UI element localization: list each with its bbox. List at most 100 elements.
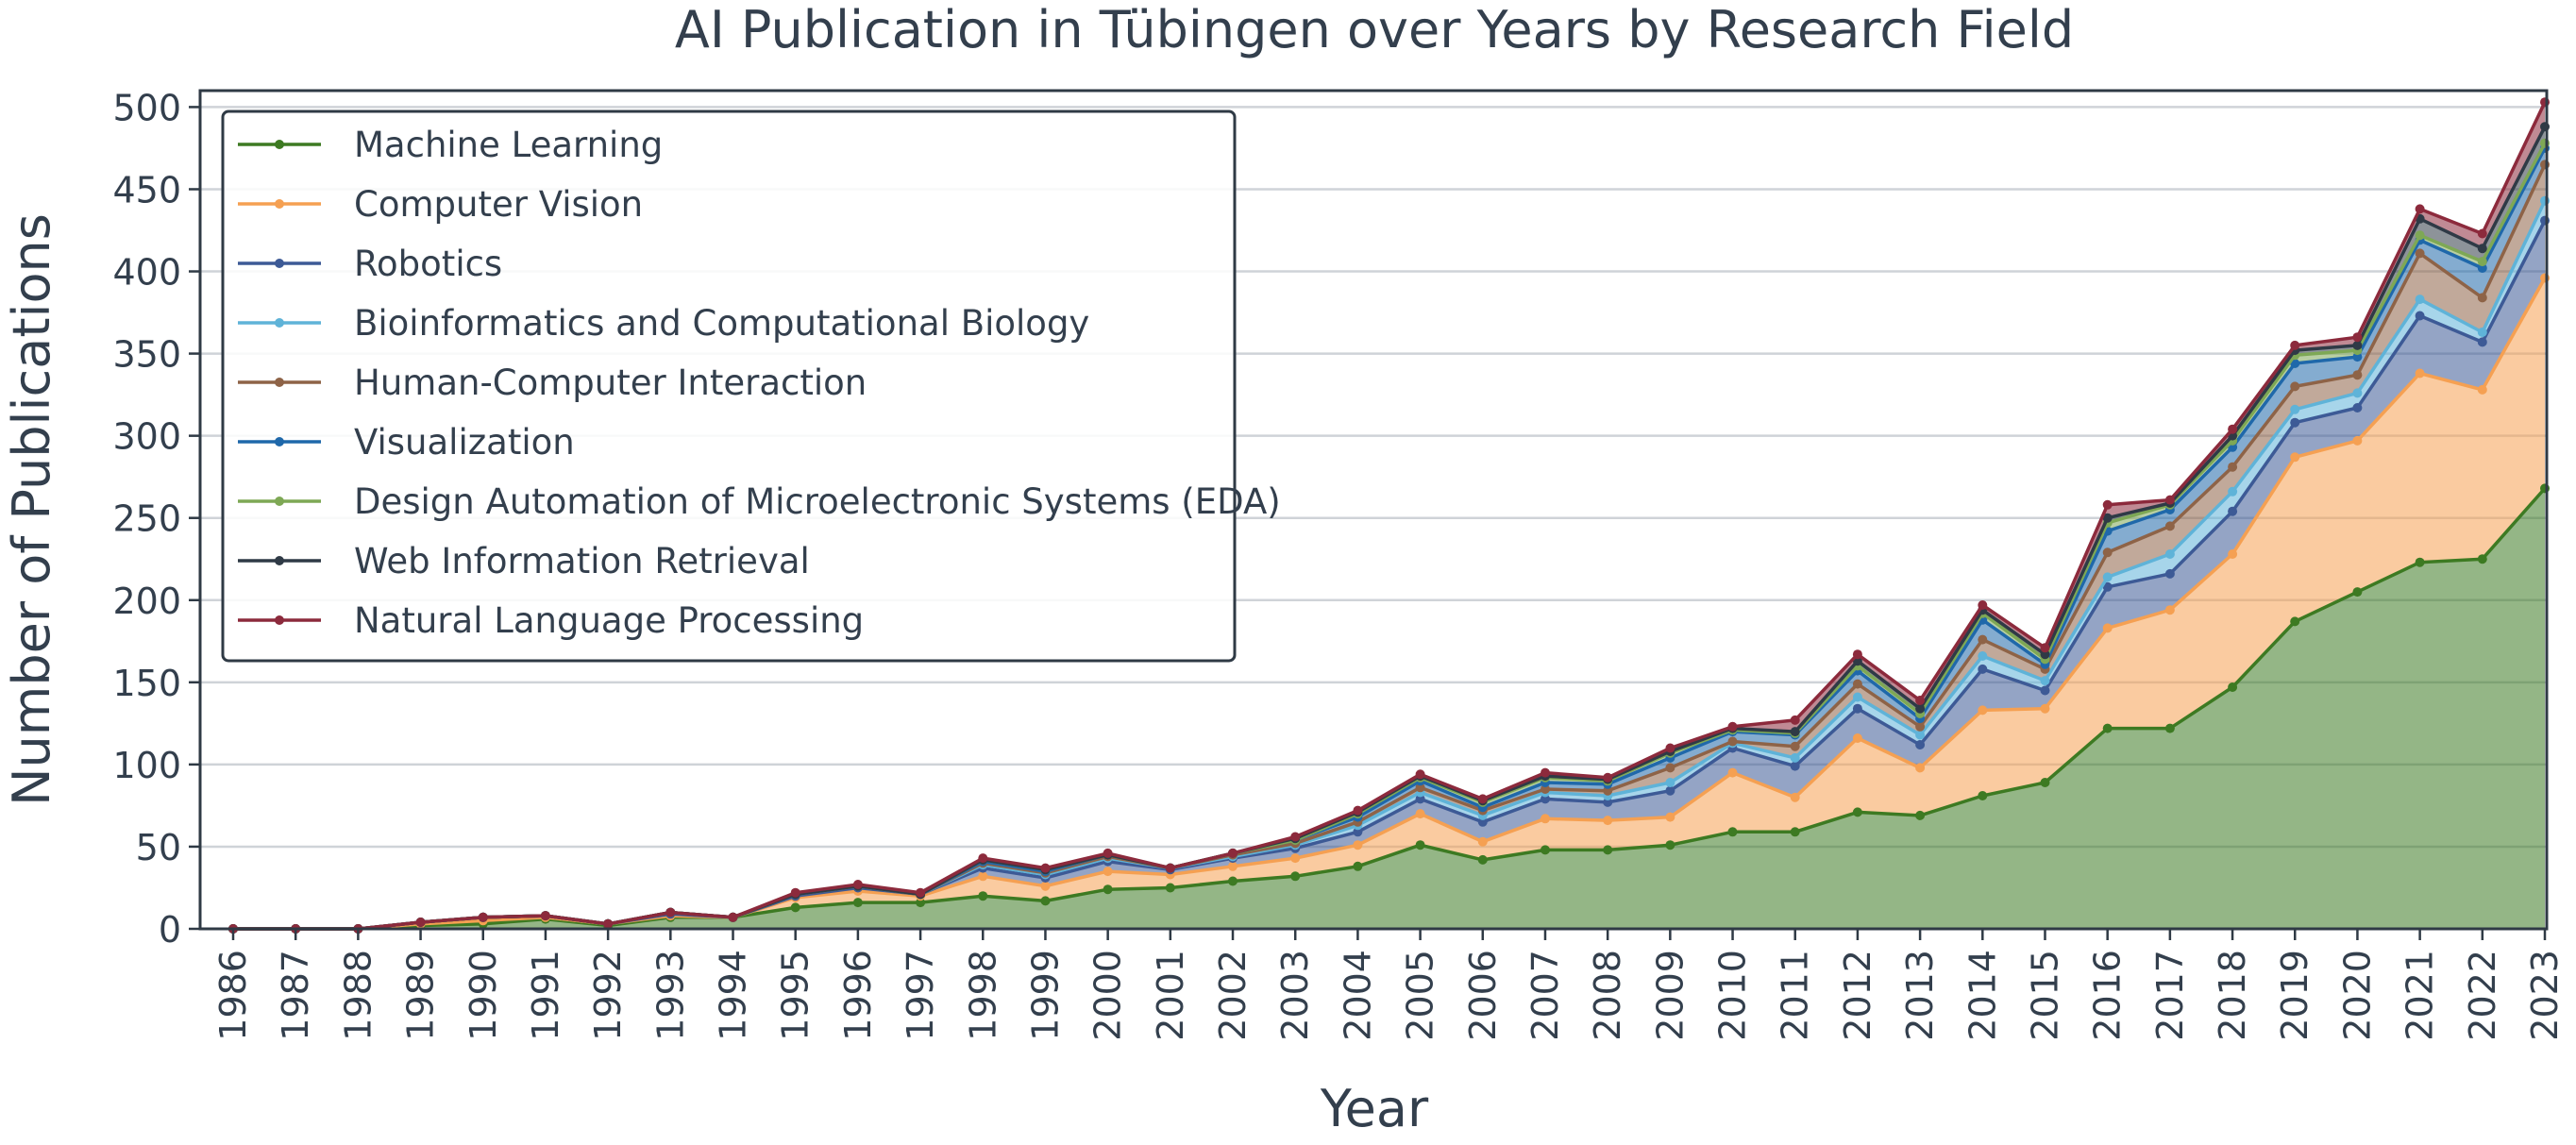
x-tick-label: 1991 bbox=[525, 950, 566, 1041]
x-tick-label: 2006 bbox=[1462, 950, 1504, 1041]
plot-frame bbox=[198, 89, 2549, 931]
data-point bbox=[1727, 767, 1738, 778]
data-point bbox=[1103, 884, 1113, 895]
x-tick-label: 2023 bbox=[2524, 950, 2566, 1041]
data-point bbox=[1852, 692, 1862, 702]
data-point bbox=[1290, 853, 1301, 864]
x-tick-label: 2000 bbox=[1087, 950, 1129, 1041]
data-point bbox=[1228, 876, 1237, 886]
data-point bbox=[1978, 664, 1988, 674]
legend-marker bbox=[275, 437, 284, 446]
data-point bbox=[603, 918, 614, 929]
data-point bbox=[1477, 794, 1488, 804]
data-point bbox=[2040, 685, 2050, 696]
data-point bbox=[1541, 814, 1550, 824]
x-tick-label: 2021 bbox=[2399, 950, 2441, 1041]
x-tick-label: 2012 bbox=[1837, 950, 1878, 1041]
y-tick-label: 300 bbox=[112, 416, 181, 458]
x-tick-label: 2017 bbox=[2149, 950, 2191, 1041]
data-point bbox=[1040, 881, 1051, 891]
data-point bbox=[1415, 840, 1425, 850]
data-point bbox=[2415, 557, 2425, 567]
y-tick-label: 200 bbox=[112, 581, 181, 622]
area-series-0 bbox=[233, 488, 2545, 929]
x-tick-label: 2018 bbox=[2212, 950, 2253, 1041]
data-point bbox=[2228, 549, 2238, 559]
x-tick-label: 1987 bbox=[275, 950, 316, 1041]
line-layer bbox=[228, 97, 2550, 934]
data-point bbox=[852, 880, 863, 889]
x-tick-label: 2011 bbox=[1775, 950, 1816, 1041]
data-point bbox=[1103, 867, 1113, 877]
x-tick-label: 2007 bbox=[1524, 950, 1566, 1041]
data-point bbox=[1790, 741, 1800, 751]
y-tick-label: 0 bbox=[159, 909, 181, 951]
data-point bbox=[1915, 730, 1926, 740]
data-point bbox=[1603, 785, 1613, 796]
x-tick-label: 2014 bbox=[1961, 950, 2003, 1041]
data-point bbox=[1790, 761, 1800, 771]
data-point bbox=[2477, 337, 2487, 347]
data-point bbox=[916, 887, 926, 898]
data-point bbox=[978, 871, 988, 882]
x-tick-label: 2002 bbox=[1212, 950, 1254, 1041]
data-point bbox=[2290, 381, 2300, 392]
legend-label: Natural Language Processing bbox=[354, 600, 864, 641]
data-point bbox=[2290, 616, 2300, 627]
x-tick-label: 2022 bbox=[2462, 950, 2503, 1041]
y-tick-label: 450 bbox=[112, 169, 181, 210]
data-point bbox=[2415, 204, 2425, 214]
data-point bbox=[1915, 763, 1926, 773]
data-point bbox=[2040, 778, 2050, 787]
legend-marker bbox=[275, 378, 284, 387]
data-point bbox=[1978, 705, 1988, 716]
data-point bbox=[2228, 462, 2238, 472]
data-point bbox=[1603, 797, 1613, 807]
data-point bbox=[1665, 763, 1675, 773]
data-point bbox=[2415, 248, 2425, 259]
data-point bbox=[415, 918, 426, 927]
data-point bbox=[2040, 703, 2050, 714]
data-point bbox=[1665, 840, 1675, 850]
data-point bbox=[2102, 572, 2113, 582]
data-point bbox=[1852, 733, 1862, 743]
data-point bbox=[540, 911, 550, 921]
data-point bbox=[2228, 424, 2238, 434]
data-point bbox=[2040, 649, 2050, 660]
data-point bbox=[1915, 703, 1926, 714]
data-point bbox=[2477, 554, 2487, 564]
data-point bbox=[1727, 721, 1738, 732]
legend-label: Robotics bbox=[354, 244, 502, 284]
data-point bbox=[978, 891, 988, 901]
data-point bbox=[1477, 836, 1488, 847]
data-point bbox=[2352, 388, 2363, 398]
data-point bbox=[2415, 368, 2425, 379]
data-point bbox=[2477, 263, 2487, 273]
data-point bbox=[1790, 827, 1800, 837]
x-tick-label: 2010 bbox=[1712, 950, 1754, 1041]
chart-title: AI Publication in Tübingen over Years by… bbox=[675, 0, 2074, 59]
data-point bbox=[2040, 676, 2050, 686]
area-series-1 bbox=[233, 278, 2545, 929]
x-tick-label: 1996 bbox=[837, 950, 879, 1041]
data-point bbox=[1978, 791, 1988, 800]
data-point bbox=[1727, 827, 1738, 837]
series-line-8 bbox=[233, 101, 2547, 931]
data-point bbox=[1415, 809, 1425, 819]
data-point bbox=[2164, 605, 2175, 615]
data-point bbox=[2477, 384, 2487, 395]
legend-label: Design Automation of Microelectronic Sys… bbox=[354, 481, 1281, 522]
data-point bbox=[2102, 723, 2113, 733]
data-point bbox=[1603, 845, 1613, 855]
data-point bbox=[1790, 792, 1800, 802]
data-point bbox=[1228, 861, 1237, 871]
data-point bbox=[2228, 486, 2238, 497]
data-point bbox=[1415, 794, 1425, 804]
data-point bbox=[1103, 848, 1113, 858]
x-tick-label: 2020 bbox=[2336, 950, 2378, 1041]
data-point bbox=[2415, 295, 2425, 305]
x-tick-label: 2008 bbox=[1587, 950, 1628, 1041]
x-tick-label: 1995 bbox=[775, 950, 817, 1041]
legend-marker bbox=[275, 259, 284, 268]
